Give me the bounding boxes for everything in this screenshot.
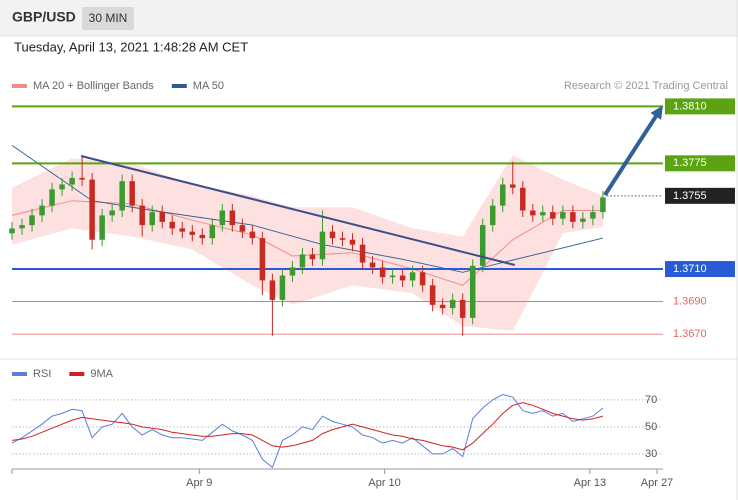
candle-body	[119, 181, 125, 211]
legend-swatch	[12, 372, 27, 376]
interval: 30 MIN	[89, 11, 128, 25]
level-tag	[665, 187, 735, 204]
x-tick-label: Apr 13	[574, 477, 606, 489]
candle-body	[49, 189, 55, 206]
x-tick-label: Apr 27	[641, 477, 673, 489]
candle-body	[540, 212, 546, 216]
candle-body	[279, 275, 286, 300]
candle-body	[389, 275, 396, 278]
candle-body	[139, 205, 145, 226]
candle-body	[369, 262, 376, 268]
candle-body	[439, 304, 446, 309]
symbol: GBP/USD	[12, 9, 76, 25]
candle-body	[89, 179, 95, 240]
candle-body	[39, 205, 45, 216]
candle-body	[149, 212, 155, 226]
legend-label: 9MA	[90, 368, 113, 380]
level-tag	[665, 261, 735, 278]
candle-body	[19, 225, 25, 229]
candle-body	[69, 177, 75, 185]
candle-body	[379, 267, 386, 278]
candle-body	[499, 184, 506, 206]
level-label: 1.3690	[673, 295, 707, 307]
candle-body	[239, 225, 246, 232]
candle-body	[159, 212, 165, 222]
legend-label: MA 20 + Bollinger Bands	[33, 80, 154, 92]
x-tick-label: Apr 10	[368, 477, 400, 489]
legend-label: RSI	[33, 368, 51, 380]
x-tick-label: Apr 9	[186, 477, 212, 489]
candle-body	[109, 210, 115, 216]
candle-body	[79, 177, 85, 180]
bollinger-band	[12, 155, 603, 331]
candle-body	[99, 215, 105, 240]
candle-body	[189, 231, 196, 235]
candle-body	[299, 254, 306, 268]
candle-body	[429, 285, 436, 305]
candle-body	[469, 265, 476, 318]
candle-body	[349, 239, 356, 245]
candle-body	[459, 299, 466, 318]
candle-body	[419, 272, 426, 286]
candle-body	[520, 187, 526, 211]
candle-body	[309, 254, 316, 260]
level-tag	[665, 98, 735, 115]
candle-body	[289, 267, 296, 276]
candle-body	[59, 184, 65, 190]
candle-body	[359, 244, 366, 263]
level-label: 1.3810	[673, 100, 707, 112]
candle-body	[219, 210, 226, 226]
level-label: 1.3775	[673, 157, 707, 169]
candle-body	[489, 205, 496, 226]
source: Research © 2021 Trading Central	[564, 80, 728, 92]
candle-body	[399, 275, 406, 281]
candle-body	[9, 228, 15, 234]
trendline	[80, 155, 516, 266]
level-label: 1.3670	[673, 328, 707, 340]
candle-body	[510, 184, 516, 188]
indicator-line	[11, 402, 604, 451]
candle-body	[530, 210, 536, 216]
candle-body	[269, 280, 276, 300]
candle-body	[129, 181, 135, 206]
level-label: 1.3755	[673, 190, 707, 202]
candle-body	[29, 215, 35, 226]
candle-body	[339, 238, 346, 240]
candle-body	[479, 225, 486, 266]
level-label: 1.3710	[673, 263, 707, 275]
candle-body	[209, 225, 216, 239]
candle-body	[560, 212, 566, 219]
candle-body	[229, 210, 236, 226]
level-tag	[665, 155, 735, 172]
legend-swatch	[69, 372, 85, 376]
candle-body	[600, 197, 606, 213]
interval-badge	[82, 7, 134, 30]
candle-body	[199, 234, 206, 239]
candle-body	[249, 231, 256, 239]
candle-body	[590, 212, 596, 219]
candle-body	[580, 218, 586, 222]
legend-swatch	[12, 84, 27, 88]
candle-body	[409, 272, 416, 281]
forecast-arrow	[603, 105, 663, 197]
candle-body	[550, 212, 556, 219]
timestamp: Tuesday, April 13, 2021 1:48:28 AM CET	[14, 39, 248, 54]
candle-body	[259, 238, 266, 281]
y-tick-label: 50	[645, 421, 657, 433]
legend-label: MA 50	[193, 80, 224, 92]
candle-body	[179, 228, 186, 232]
indicator-line	[11, 393, 604, 469]
y-tick-label: 70	[645, 394, 657, 406]
candle-body	[570, 212, 576, 222]
y-tick-label: 30	[645, 448, 657, 460]
candle-body	[319, 231, 326, 260]
candle-body	[449, 299, 456, 309]
legend-swatch	[171, 84, 187, 88]
candle-body	[169, 221, 176, 229]
candle-body	[329, 231, 336, 239]
